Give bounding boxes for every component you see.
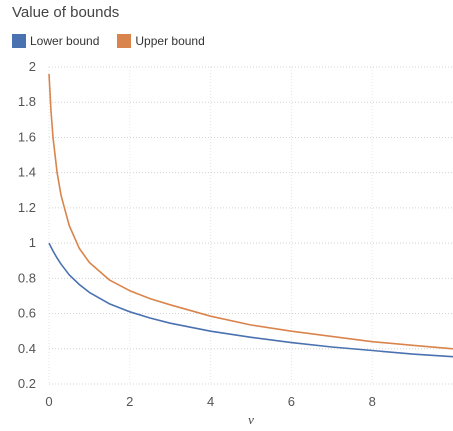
series-line-lower-bound: [48, 242, 453, 358]
y-tick-label: 1.2: [18, 200, 36, 215]
y-tick-label: 1.8: [18, 94, 36, 109]
series-line-upper-bound: [48, 73, 453, 350]
legend-label-lower-bound: Lower bound: [30, 34, 100, 48]
chart-title: Value of bounds: [12, 4, 120, 21]
y-tick-label: 1.4: [18, 165, 36, 180]
legend-item-lower-bound[interactable]: Lower bound: [12, 34, 99, 48]
y-tick-label: 0.6: [18, 306, 36, 321]
legend-label-upper-bound: Upper bound: [135, 34, 205, 48]
y-tick-label: 1.6: [18, 129, 36, 144]
y-tick-label: 0.4: [18, 341, 36, 356]
x-axis-label: ν: [248, 412, 254, 427]
legend: Lower bound Upper bound: [12, 34, 205, 48]
x-tick-label: 4: [207, 394, 214, 409]
y-tick-label: 1: [29, 235, 36, 250]
legend-swatch-lower-bound: [12, 34, 26, 48]
y-tick-label: 0.8: [18, 270, 36, 285]
legend-swatch-upper-bound: [117, 34, 132, 48]
y-tick-label: 0.2: [18, 376, 36, 391]
legend-item-upper-bound[interactable]: Upper bound: [117, 34, 205, 48]
x-tick-label: 6: [288, 394, 295, 409]
x-tick-label: 2: [126, 394, 133, 409]
y-tick-label: 2: [29, 59, 36, 74]
x-tick-label: 8: [369, 394, 376, 409]
x-tick-label: 0: [45, 394, 52, 409]
